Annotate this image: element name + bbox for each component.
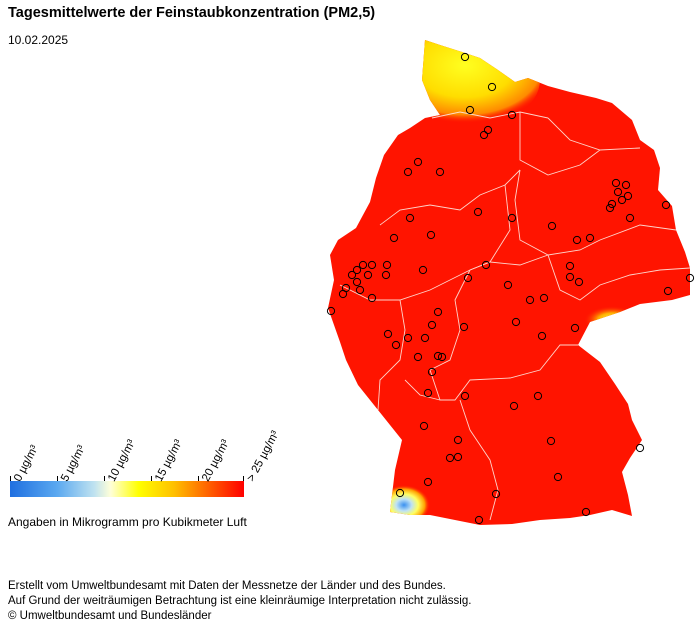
station-marker — [570, 323, 580, 333]
station-marker — [403, 167, 413, 177]
station-marker — [413, 157, 423, 167]
station-marker — [460, 391, 470, 401]
station-marker — [479, 130, 489, 140]
station-marker — [463, 273, 473, 283]
station-marker — [553, 472, 563, 482]
station-marker — [605, 203, 615, 213]
station-marker — [338, 289, 348, 299]
legend-color-bar — [10, 481, 244, 497]
station-marker — [623, 191, 633, 201]
footer-line: Erstellt vom Umweltbundesamt mit Daten d… — [8, 580, 446, 592]
measurement-stations — [326, 52, 695, 525]
station-marker — [621, 180, 631, 190]
station-marker — [426, 230, 436, 240]
station-marker — [419, 421, 429, 431]
station-marker — [326, 306, 336, 316]
station-marker — [437, 352, 447, 362]
station-marker — [445, 453, 455, 463]
station-marker — [423, 477, 433, 487]
station-marker — [663, 286, 673, 296]
station-marker — [420, 333, 430, 343]
station-marker — [427, 367, 437, 377]
station-marker — [625, 213, 635, 223]
station-marker — [395, 488, 405, 498]
station-marker — [546, 436, 556, 446]
station-marker — [352, 265, 362, 275]
station-marker — [367, 293, 377, 303]
station-marker — [533, 391, 543, 401]
station-marker — [487, 82, 497, 92]
station-marker — [483, 125, 493, 135]
station-marker — [685, 273, 695, 283]
legend-tick — [57, 476, 58, 481]
station-marker — [473, 207, 483, 217]
station-marker — [363, 270, 373, 280]
station-marker — [352, 277, 362, 287]
station-marker — [382, 260, 392, 270]
station-marker — [381, 270, 391, 280]
station-marker — [661, 200, 671, 210]
station-marker — [423, 388, 433, 398]
legend-tick — [151, 476, 152, 481]
station-marker — [509, 401, 519, 411]
station-marker — [418, 265, 428, 275]
station-marker — [433, 307, 443, 317]
station-marker — [453, 435, 463, 445]
station-marker — [435, 167, 445, 177]
station-marker — [607, 199, 617, 209]
station-marker — [525, 295, 535, 305]
station-marker — [460, 52, 470, 62]
station-marker — [507, 110, 517, 120]
station-marker — [355, 285, 365, 295]
legend-tick — [243, 476, 244, 481]
station-marker — [585, 233, 595, 243]
station-marker — [474, 515, 484, 525]
station-marker — [539, 293, 549, 303]
station-marker — [403, 333, 413, 343]
station-marker — [537, 331, 547, 341]
station-marker — [507, 213, 517, 223]
station-marker — [413, 352, 423, 362]
station-marker — [572, 235, 582, 245]
station-marker — [491, 489, 501, 499]
legend-tick — [10, 476, 11, 481]
page-title: Tagesmittelwerte der Feinstaubkonzentrat… — [8, 5, 376, 21]
station-marker — [427, 320, 437, 330]
legend-tick — [104, 476, 105, 481]
station-marker — [367, 260, 377, 270]
station-marker — [405, 213, 415, 223]
station-marker — [358, 260, 368, 270]
station-marker — [581, 507, 591, 517]
station-marker — [613, 187, 623, 197]
station-marker — [565, 261, 575, 271]
station-marker — [453, 452, 463, 462]
station-marker — [465, 105, 475, 115]
station-marker — [459, 322, 469, 332]
station-marker — [389, 233, 399, 243]
legend-tick — [198, 476, 199, 481]
station-marker — [383, 329, 393, 339]
station-marker — [565, 272, 575, 282]
legend-unit-note: Angaben in Mikrogramm pro Kubikmeter Luf… — [8, 515, 247, 529]
station-marker — [611, 178, 621, 188]
station-marker — [391, 340, 401, 350]
footer-line: © Umweltbundesamt und Bundesländer — [8, 610, 212, 622]
station-marker — [547, 221, 557, 231]
station-marker — [617, 195, 627, 205]
station-marker — [503, 280, 513, 290]
station-marker — [511, 317, 521, 327]
date-label: 10.02.2025 — [8, 33, 69, 47]
station-marker — [347, 270, 357, 280]
station-marker — [481, 260, 491, 270]
station-marker — [635, 443, 645, 453]
station-marker — [574, 277, 584, 287]
station-marker — [433, 351, 443, 361]
footer-line: Auf Grund der weiträumigen Betrachtung i… — [8, 595, 472, 607]
